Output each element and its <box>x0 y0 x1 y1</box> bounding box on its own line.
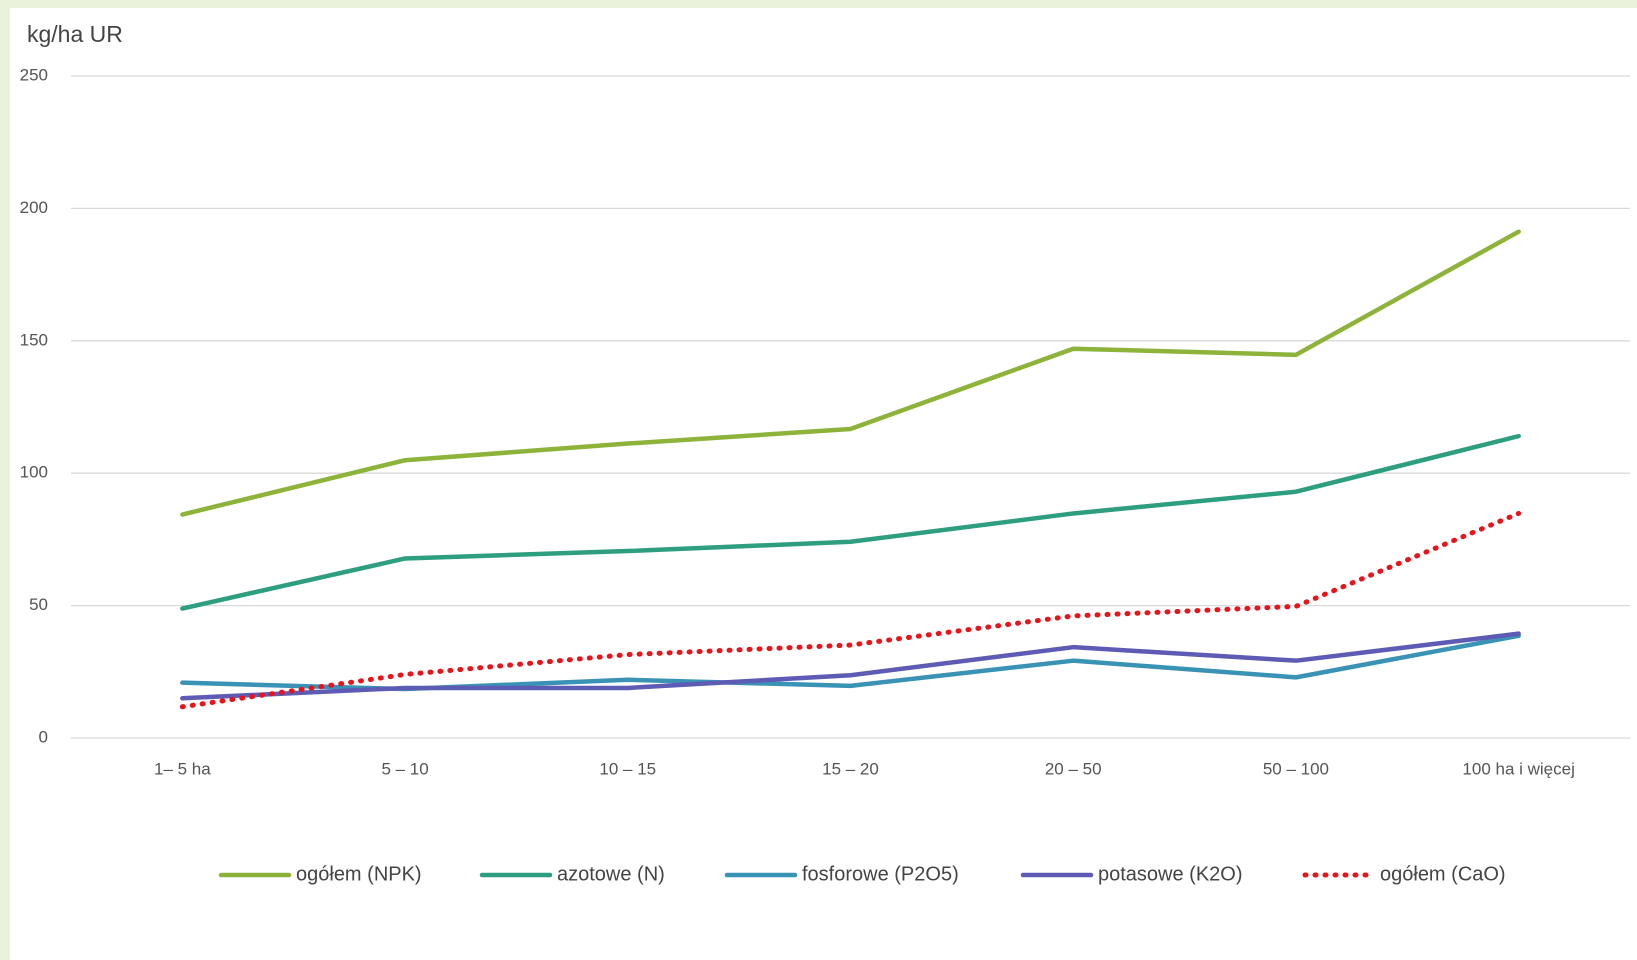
series-line <box>180 229 1521 517</box>
series-line <box>180 631 1521 701</box>
legend-label: potasowe (K2O) <box>1098 863 1243 885</box>
y-tick-label: 0 <box>39 727 48 746</box>
legend-label: ogółem (CaO) <box>1380 863 1506 885</box>
x-tick-label: 20 – 50 <box>1045 759 1102 778</box>
series-line <box>179 510 1522 710</box>
y-tick-label: 100 <box>20 463 48 482</box>
legend-label: ogółem (NPK) <box>296 863 422 885</box>
chart-area <box>10 8 1637 960</box>
series-line <box>180 433 1521 611</box>
x-tick-label: 50 – 100 <box>1263 759 1329 778</box>
x-tick-label: 15 – 20 <box>822 759 879 778</box>
y-axis-label: kg/ha UR <box>27 21 123 47</box>
y-tick-label: 150 <box>20 330 48 349</box>
legend-label: azotowe (N) <box>557 863 665 885</box>
x-tick-label: 100 ha i więcej <box>1462 759 1574 778</box>
x-tick-label: 10 – 15 <box>599 759 656 778</box>
y-tick-label: 200 <box>20 198 48 217</box>
x-tick-label: 5 – 10 <box>381 759 428 778</box>
x-tick-label: 1– 5 ha <box>154 759 211 778</box>
y-tick-label: 250 <box>20 65 48 84</box>
legend-label: fosforowe (P2O5) <box>802 863 959 885</box>
y-tick-label: 50 <box>29 595 48 614</box>
